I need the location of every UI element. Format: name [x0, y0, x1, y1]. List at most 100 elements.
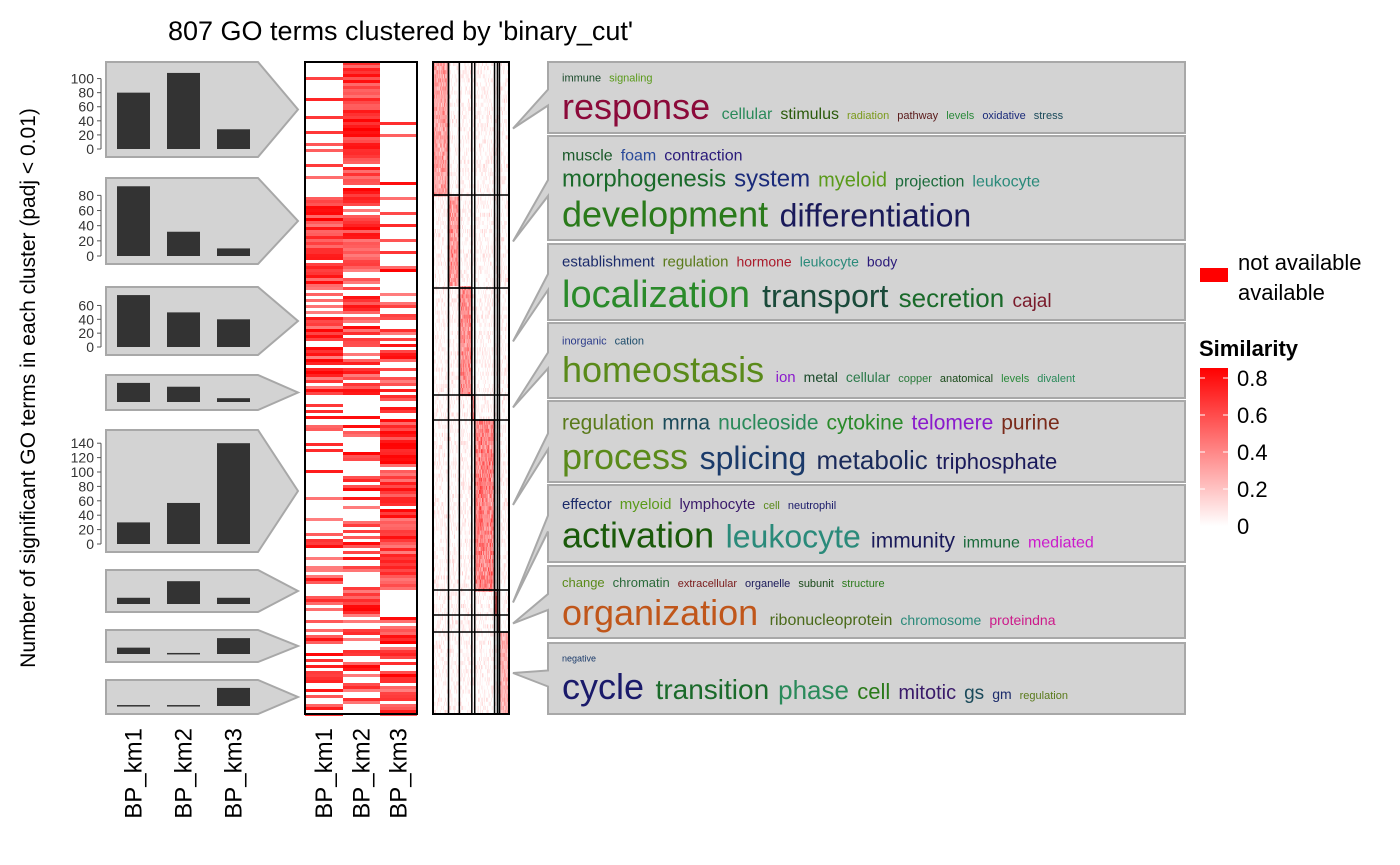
bar-tick-label: 120	[71, 450, 95, 466]
heatmap-cell	[380, 626, 417, 629]
heatmap-cell	[305, 428, 343, 431]
heatmap-cell	[343, 386, 380, 389]
heatmap-cell	[380, 533, 417, 536]
heatmap-cell	[343, 359, 380, 362]
heatmap-cell	[380, 710, 417, 713]
heatmap-cell	[380, 350, 417, 353]
heatmap-cell	[380, 656, 417, 659]
heatmap-cell	[343, 152, 380, 155]
heatmap-cell	[380, 464, 417, 467]
heatmap-cell	[305, 470, 343, 473]
heatmap-cell	[380, 134, 417, 137]
heatmap-cell	[380, 455, 417, 458]
heatmap-cell	[305, 380, 343, 383]
heatmap-cell	[380, 539, 417, 542]
heatmap-cell	[380, 479, 417, 482]
heatmap-cell	[343, 80, 380, 83]
heatmap-cell	[343, 686, 380, 689]
heatmap-cell	[343, 620, 380, 623]
heatmap-cell	[343, 122, 380, 125]
heatmap-cell	[305, 557, 343, 560]
bar-tick-label: 100	[71, 71, 95, 87]
heatmap-cell	[305, 362, 343, 365]
heatmap-cell	[305, 251, 343, 254]
heatmap-cell	[343, 116, 380, 119]
heatmap-cell	[343, 383, 380, 386]
heatmap-cell	[305, 143, 343, 146]
heatmap-cell	[343, 320, 380, 323]
heatmap-cell	[380, 563, 417, 566]
bar-tick-label: 0	[86, 536, 94, 552]
heatmap-cell	[380, 581, 417, 584]
heatmap-cell	[380, 512, 417, 515]
bar-panel-bg	[105, 177, 300, 265]
heatmap-cell	[343, 674, 380, 677]
heatmap-cell	[380, 677, 417, 680]
heatmap-cell	[380, 653, 417, 656]
heatmap-cell	[343, 71, 380, 74]
heatmap-cell	[343, 98, 380, 101]
heatmap-cell	[305, 629, 343, 632]
heatmap-cell	[305, 569, 343, 572]
heatmap-cell	[305, 608, 343, 611]
bar	[217, 597, 250, 604]
heatmap-cell	[305, 359, 343, 362]
heatmap-cell	[380, 575, 417, 578]
heatmap-cell	[380, 428, 417, 431]
heatmap-cell	[380, 302, 417, 305]
heatmap-cell	[380, 587, 417, 590]
heatmap-cell	[343, 683, 380, 686]
heatmap-cell	[305, 539, 343, 542]
heatmap-cell	[305, 347, 343, 350]
heatmap-cell	[380, 698, 417, 701]
heatmap-cell	[380, 695, 417, 698]
heatmap-cell	[305, 350, 343, 353]
heatmap-cell	[380, 560, 417, 563]
heatmap-cell	[305, 638, 343, 641]
heatmap-cell	[380, 494, 417, 497]
bar-column-label: BP_km3	[221, 728, 248, 819]
heatmap-cell	[343, 257, 380, 260]
heatmap-cell	[380, 542, 417, 545]
heatmap-cell	[343, 170, 380, 173]
heatmap-cell	[380, 305, 417, 308]
heatmap-cell	[305, 581, 343, 584]
heatmap-cell	[305, 317, 343, 320]
heatmap-cell	[380, 266, 417, 269]
heatmap-cell	[343, 188, 380, 191]
heatmap-cell	[343, 92, 380, 95]
heatmap-cell	[305, 671, 343, 674]
heatmap-cell	[343, 416, 380, 419]
heatmap-cell	[343, 104, 380, 107]
heatmap-cell	[343, 653, 380, 656]
heatmap-cell	[305, 203, 343, 206]
heatmap-cell	[380, 458, 417, 461]
bar	[117, 382, 150, 402]
membership-heatmap: BP_km1 BP_km2 BP_km3	[304, 61, 418, 819]
heatmap-cell	[343, 128, 380, 131]
heatmap-cell	[343, 161, 380, 164]
heatmap-cell	[343, 344, 380, 347]
heatmap-cell	[343, 95, 380, 98]
heatmap-cell	[380, 122, 417, 125]
heatmap-cell	[380, 443, 417, 446]
heatmap-cell	[343, 530, 380, 533]
heatmap-cell	[343, 245, 380, 248]
heatmap-cell	[305, 599, 343, 602]
heatmap-cell	[343, 662, 380, 665]
heatmap-cell	[343, 101, 380, 104]
heatmap-cell	[305, 374, 343, 377]
heatmap-cell	[380, 485, 417, 488]
heatmap-cell	[343, 536, 380, 539]
heatmap-cell	[380, 446, 417, 449]
heatmap-cell	[343, 287, 380, 290]
bar-tick-label: 60	[78, 297, 94, 313]
heatmap-cell	[343, 374, 380, 377]
bar-tick-label: 40	[78, 311, 94, 327]
heatmap-cell	[305, 164, 343, 167]
heatmap-cell	[305, 326, 343, 329]
heatmap-cell	[343, 77, 380, 80]
heatmap-cell	[343, 593, 380, 596]
heatmap-cell	[305, 659, 343, 662]
heatmap-cell	[305, 518, 343, 521]
